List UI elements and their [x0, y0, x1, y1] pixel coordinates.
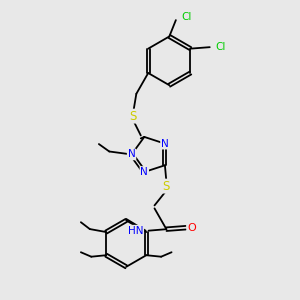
Text: N: N	[128, 149, 135, 160]
Text: N: N	[161, 139, 169, 148]
Text: O: O	[187, 223, 196, 233]
Text: Cl: Cl	[181, 12, 192, 22]
Text: S: S	[130, 110, 137, 123]
Text: S: S	[163, 180, 170, 193]
Text: Cl: Cl	[215, 42, 226, 52]
Text: HN: HN	[128, 226, 143, 236]
Text: N: N	[140, 167, 148, 177]
